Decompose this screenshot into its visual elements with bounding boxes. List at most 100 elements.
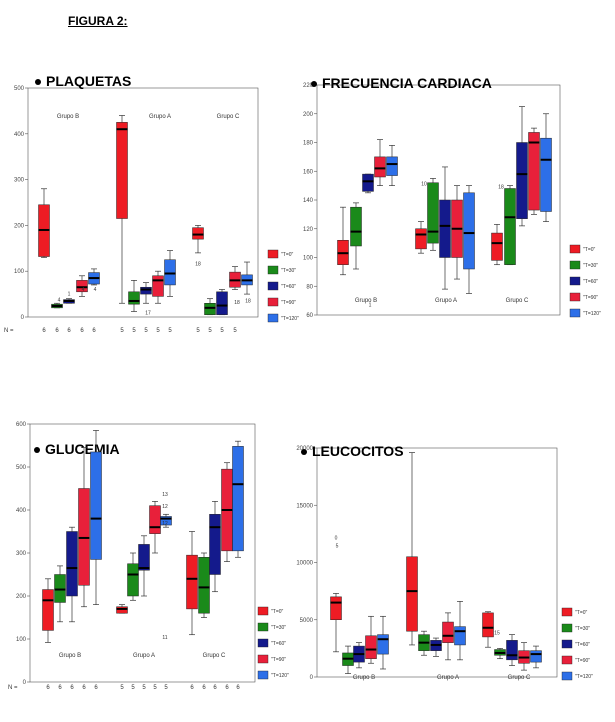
- box-body: [192, 227, 204, 240]
- n-label: 5: [144, 328, 148, 334]
- box-body: [116, 606, 128, 614]
- y-tick-label: 300: [14, 178, 25, 184]
- box-t90-group-3: [229, 266, 241, 290]
- outlier-label: 12: [162, 504, 168, 510]
- n-label: 5: [156, 328, 160, 334]
- box-t0-group-1: [42, 578, 54, 643]
- legend-swatch: [267, 249, 279, 259]
- box-t30-group-2: [128, 280, 140, 312]
- group-label: Grupo B: [353, 675, 375, 681]
- box-t120-group-2: [463, 185, 475, 294]
- box-t0-group-2: [116, 115, 128, 304]
- group-label: Grupo A: [133, 653, 155, 659]
- n-label: 6: [67, 328, 71, 334]
- y-tick-label: 0: [21, 315, 25, 321]
- box-t60-group-1: [66, 526, 78, 623]
- box-t120-group-3: [232, 440, 244, 558]
- box-body: [482, 612, 494, 638]
- legend-label: "T=0": [583, 247, 596, 253]
- legend-swatch: [267, 297, 279, 307]
- box-body: [439, 199, 451, 258]
- box-body: [463, 192, 475, 270]
- group-label: Grupo C: [508, 675, 531, 681]
- box-t120-group-1: [377, 615, 389, 670]
- group-label: Grupo B: [355, 298, 377, 304]
- box-body: [415, 228, 427, 250]
- legend-label: "T=60": [281, 284, 296, 290]
- box-t30-group-2: [127, 552, 139, 601]
- legend-swatch: [569, 244, 581, 254]
- box-t60-group-1: [362, 173, 374, 194]
- box-t30-group-1: [51, 302, 63, 309]
- chart-panel-2: 60 80 100 120 140 160 180 200 220 FRECUENCIA CARD…: [303, 75, 601, 319]
- y-tick-label: 60: [306, 313, 313, 319]
- legend-swatch: [267, 313, 279, 323]
- box-t0-group-3: [482, 611, 494, 648]
- box-body: [350, 206, 362, 247]
- legend-label: "T=120": [281, 316, 299, 322]
- legend-swatch: [569, 292, 581, 302]
- box-t30-group-1: [350, 202, 362, 270]
- n-label: 6: [236, 685, 240, 691]
- box-t0-group-2: [415, 221, 427, 254]
- box-t30-group-2: [427, 178, 439, 251]
- legend-label: "T=120": [271, 673, 289, 679]
- box-t90-group-3: [528, 127, 540, 215]
- box-t120-group-1: [88, 268, 100, 286]
- n-label: 6: [82, 685, 86, 691]
- n-label: 6: [80, 328, 84, 334]
- box-t0-group-3: [491, 224, 503, 266]
- y-tick-label: 10000: [296, 561, 313, 567]
- n-label: 6: [92, 328, 96, 334]
- box-t90-group-2: [152, 270, 164, 304]
- box-t60-group-2: [439, 166, 451, 290]
- legend-label: "T=30": [575, 626, 590, 632]
- legend-label: "T=120": [575, 674, 593, 680]
- outlier-label: 18: [498, 185, 504, 191]
- chart-panel-1: 0 100 200 300 400 500 PLAQUETAS Grupo B Grupo A G…: [4, 73, 299, 334]
- box-t120-group-1: [386, 145, 398, 186]
- title-bullet: [311, 81, 317, 87]
- box-t90-group-1: [76, 275, 88, 297]
- chart-title: GLUCEMIA: [45, 441, 120, 457]
- y-tick-label: 100: [303, 256, 314, 262]
- legend-swatch: [561, 639, 573, 649]
- chart-title: LEUCOCITOS: [312, 443, 404, 459]
- n-label: 5: [233, 328, 237, 334]
- chart-panel-3: 0 100 200 300 400 500 600 GLUCEMIA Grupo B Grupo …: [8, 422, 289, 691]
- box-t0-group-2: [406, 452, 418, 646]
- group-label: Grupo B: [59, 653, 81, 659]
- legend-label: "T=0": [271, 609, 284, 615]
- n-label: 5: [131, 685, 135, 691]
- box-body: [406, 556, 418, 632]
- box-t90-group-1: [374, 139, 386, 186]
- box-body: [374, 156, 386, 178]
- chart-title: PLAQUETAS: [46, 73, 131, 89]
- box-body: [204, 303, 216, 315]
- legend-swatch: [561, 671, 573, 681]
- n-label: 5: [164, 685, 168, 691]
- box-t120-group-3: [241, 261, 253, 295]
- box-body: [140, 286, 152, 295]
- outlier-label: 4: [94, 287, 97, 293]
- outlier-label: 1: [68, 291, 71, 297]
- group-label: Grupo C: [217, 114, 240, 120]
- legend-label: "T=90": [583, 295, 598, 301]
- n-label: 6: [225, 685, 229, 691]
- box-body: [530, 650, 542, 663]
- outlier-label: 4: [82, 287, 85, 293]
- outlier-label: 5: [336, 544, 339, 550]
- box-t60-group-3: [516, 106, 528, 227]
- box-body: [66, 531, 78, 597]
- legend-label: "T=60": [575, 642, 590, 648]
- legend-label: "T=60": [583, 279, 598, 285]
- group-label: Grupo A: [149, 114, 171, 120]
- box-t0-group-3: [192, 225, 204, 254]
- box-t0-group-3: [186, 531, 198, 636]
- box-body: [78, 488, 90, 586]
- y-tick-label: 400: [14, 132, 25, 138]
- box-body: [116, 122, 128, 219]
- box-body: [54, 574, 66, 603]
- box-t0-group-1: [38, 188, 50, 258]
- box-t90-group-3: [221, 462, 233, 562]
